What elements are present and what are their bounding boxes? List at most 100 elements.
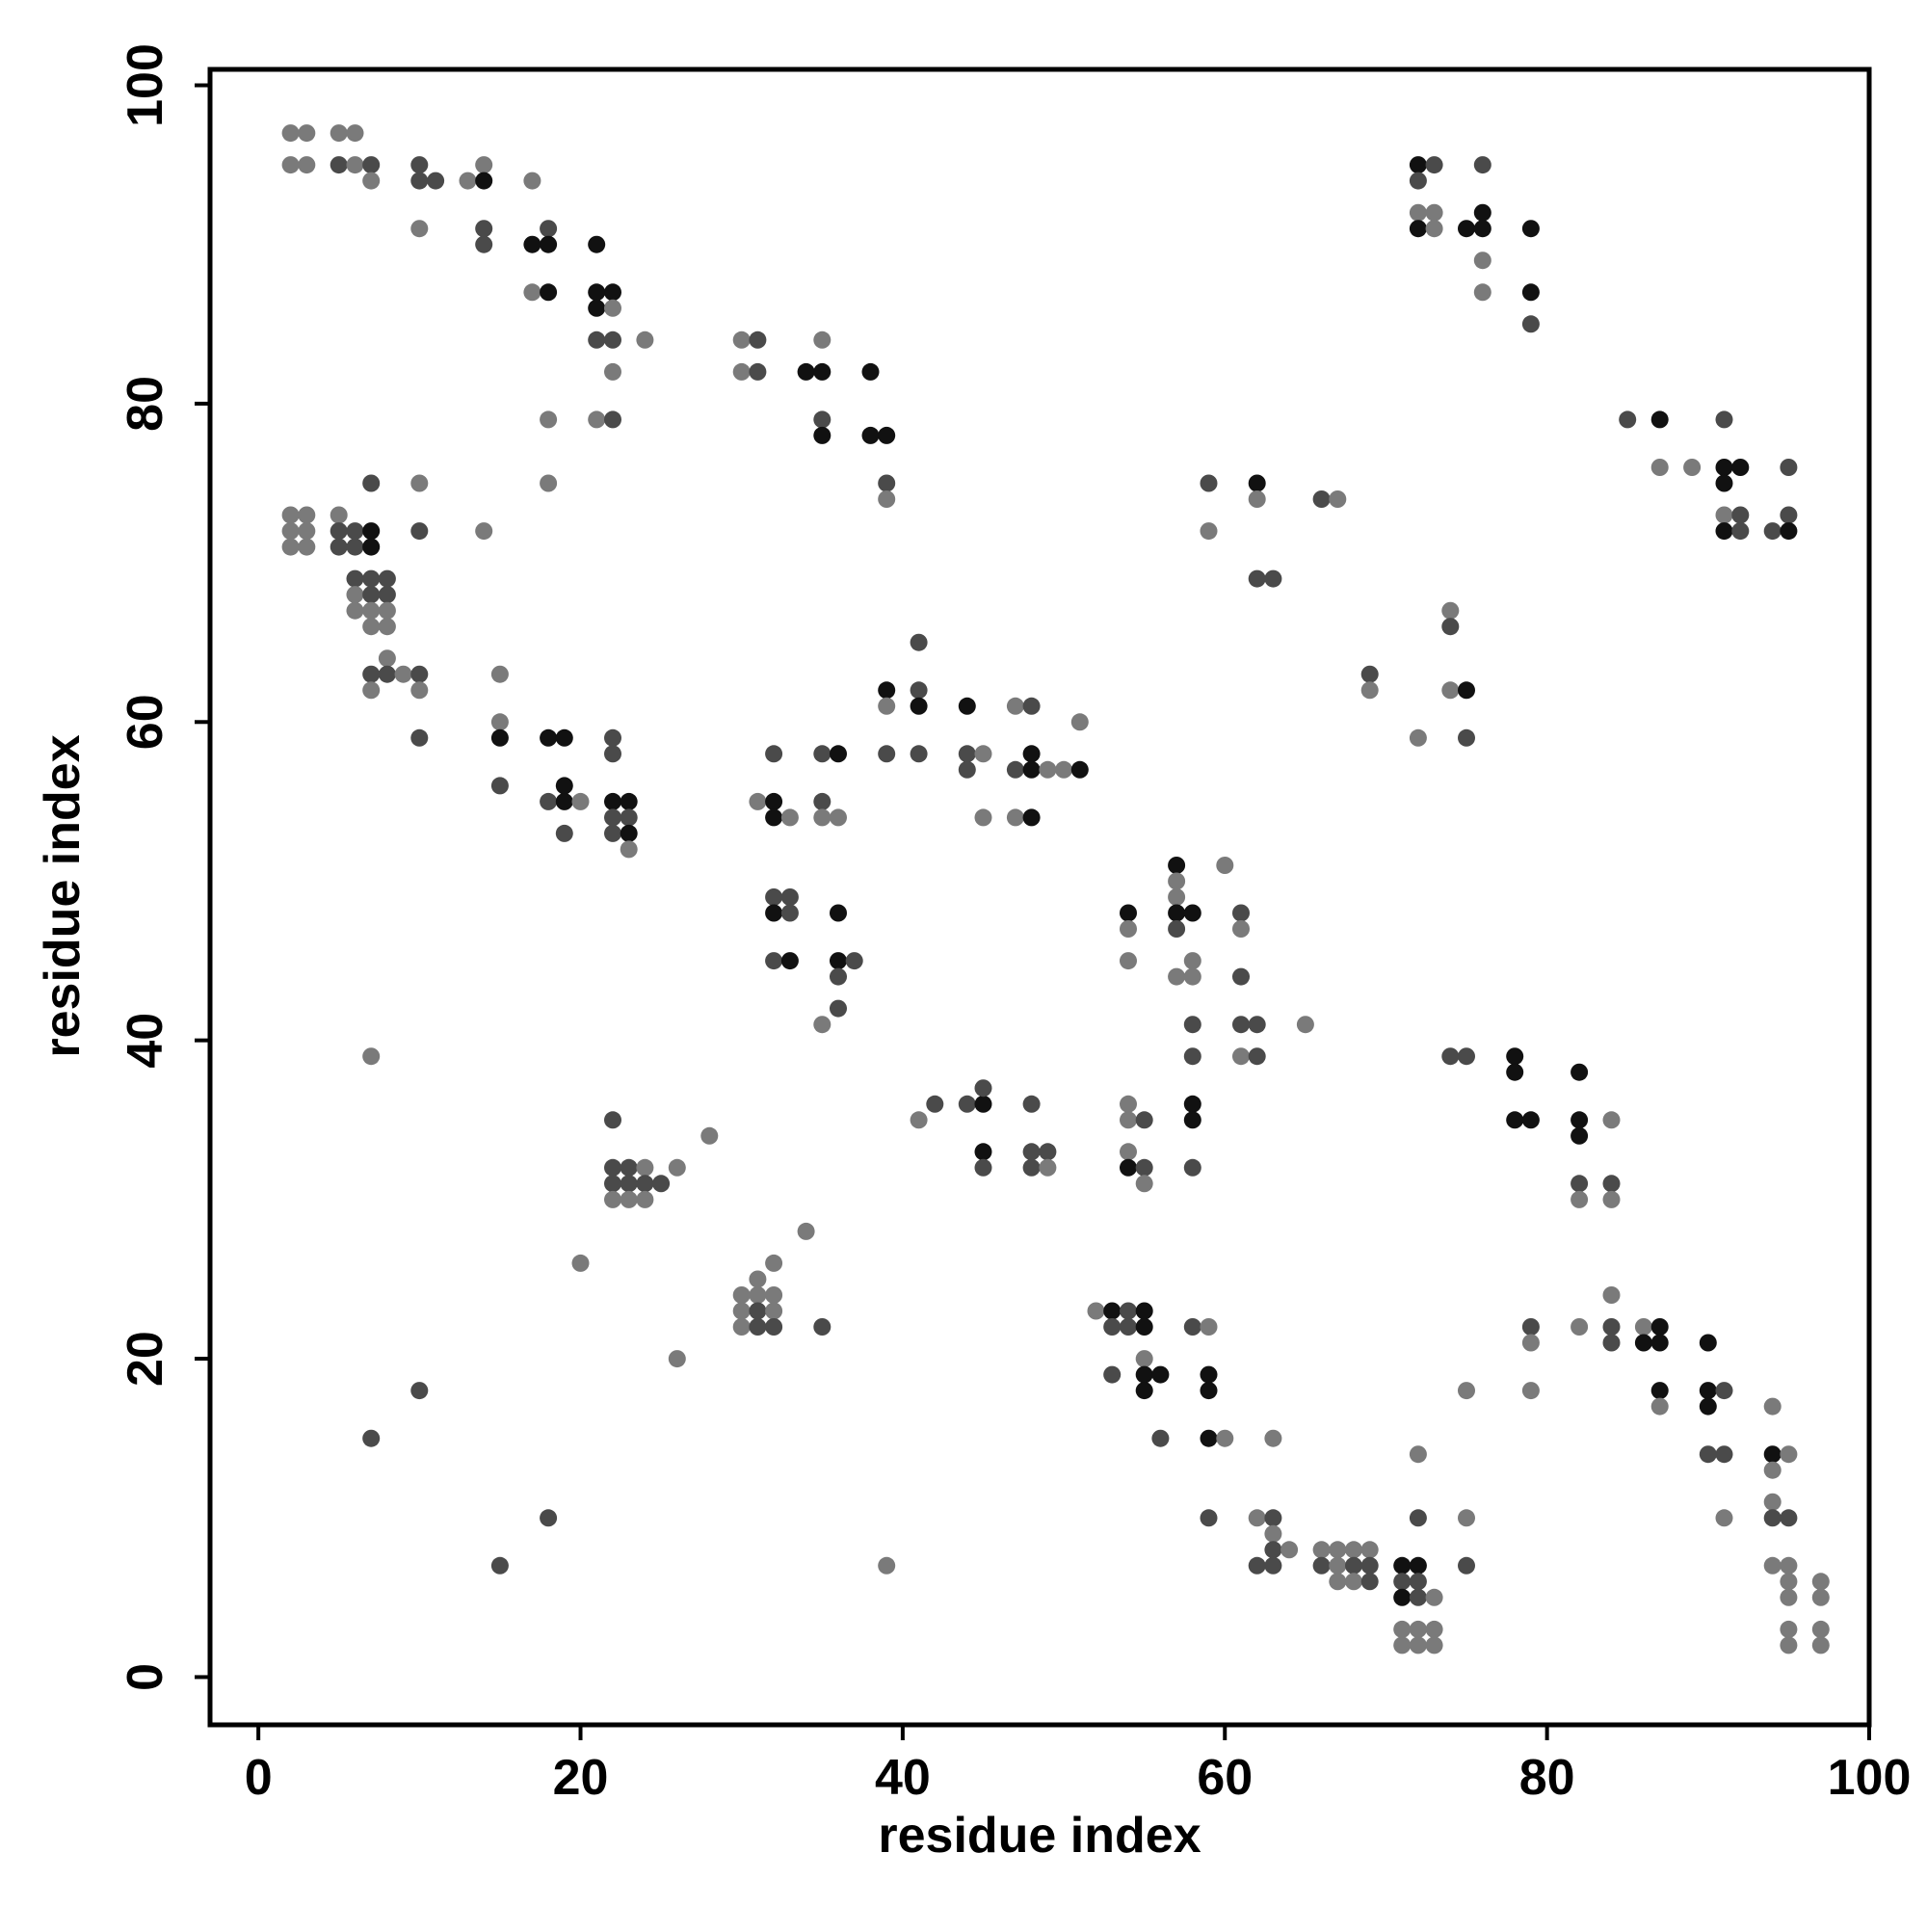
data-point [346,586,364,604]
data-point [346,569,364,588]
x-axis-label: residue index [878,1808,1201,1864]
data-point [830,952,847,970]
data-point [1634,1334,1652,1352]
data-point [555,728,573,747]
data-point [1780,1620,1798,1638]
data-point [1650,459,1669,476]
data-point [1183,1111,1201,1129]
data-point [459,172,477,190]
data-point [298,538,316,556]
data-point [1200,1318,1218,1336]
data-point [1103,1318,1122,1336]
data-point [540,220,558,238]
data-point [813,362,832,381]
data-point [475,522,493,541]
data-point [410,1382,429,1400]
y-tick-label: 60 [118,694,173,750]
data-point [1183,1047,1201,1066]
data-point [1506,1111,1524,1129]
data-point [604,410,621,429]
data-point [1022,760,1041,779]
data-point [490,777,509,795]
data-point [1650,1318,1669,1336]
data-point [1168,872,1186,890]
data-point [636,331,654,349]
data-point [1780,1573,1798,1591]
x-tick-label: 20 [553,1750,609,1806]
data-point [1763,1397,1782,1416]
data-point [588,410,606,429]
data-point [1312,490,1331,508]
data-point [410,474,429,492]
data-point [1731,459,1750,476]
data-point [1458,681,1475,700]
data-point [830,808,847,827]
data-point [830,904,847,922]
data-point [1312,1541,1331,1559]
data-point [958,1095,976,1113]
data-point [1409,1509,1427,1527]
data-point [1183,1095,1201,1113]
x-tick-label: 100 [1828,1750,1912,1806]
data-point [749,1286,767,1304]
data-point [1135,1365,1153,1384]
data-point [1473,220,1491,238]
data-point [1345,1556,1362,1575]
data-point [1264,1541,1282,1559]
data-point [330,522,348,541]
data-point [1699,1397,1717,1416]
data-point [362,156,381,174]
data-point [732,1302,751,1320]
data-point [1264,1509,1282,1527]
data-point [540,283,558,302]
data-point [1200,474,1218,492]
data-point [410,220,429,238]
data-point [1264,1556,1282,1575]
data-point [1264,569,1282,588]
data-point [1650,1334,1669,1352]
y-tick-label: 0 [118,1663,173,1691]
data-point [732,362,751,381]
data-point [1780,1588,1798,1606]
data-point [410,522,429,541]
data-point [1103,1302,1122,1320]
data-point [604,1111,621,1129]
data-point [1521,1334,1540,1352]
data-point [1506,1047,1524,1066]
data-point [765,745,783,763]
data-point [346,601,364,620]
data-point [1571,1318,1589,1336]
data-point [604,824,621,842]
data-point [765,792,783,810]
data-point [1521,315,1540,333]
data-point [813,745,832,763]
data-point [1780,1636,1798,1654]
data-point [1571,1063,1589,1081]
data-point [1120,904,1137,922]
data-point [620,824,638,842]
data-point [780,888,799,906]
data-point [1006,760,1024,779]
data-point [1200,522,1218,541]
data-point [362,522,381,541]
data-point [1135,1318,1153,1336]
data-point [1248,1509,1266,1527]
data-point [490,1556,509,1575]
data-point [1650,1382,1669,1400]
data-point [1151,1429,1170,1447]
data-point [1216,1429,1234,1447]
data-point [1345,1541,1362,1559]
data-point [1168,904,1186,922]
data-point [1521,1111,1540,1129]
data-point [765,1254,783,1272]
data-point [1070,760,1089,779]
data-point [1458,1382,1475,1400]
data-point [910,697,928,715]
x-tick-label: 60 [1197,1750,1253,1806]
data-point [604,331,621,349]
data-point [1425,203,1443,222]
data-point [1248,474,1266,492]
data-point [1571,1190,1589,1208]
data-point [1699,1445,1717,1464]
